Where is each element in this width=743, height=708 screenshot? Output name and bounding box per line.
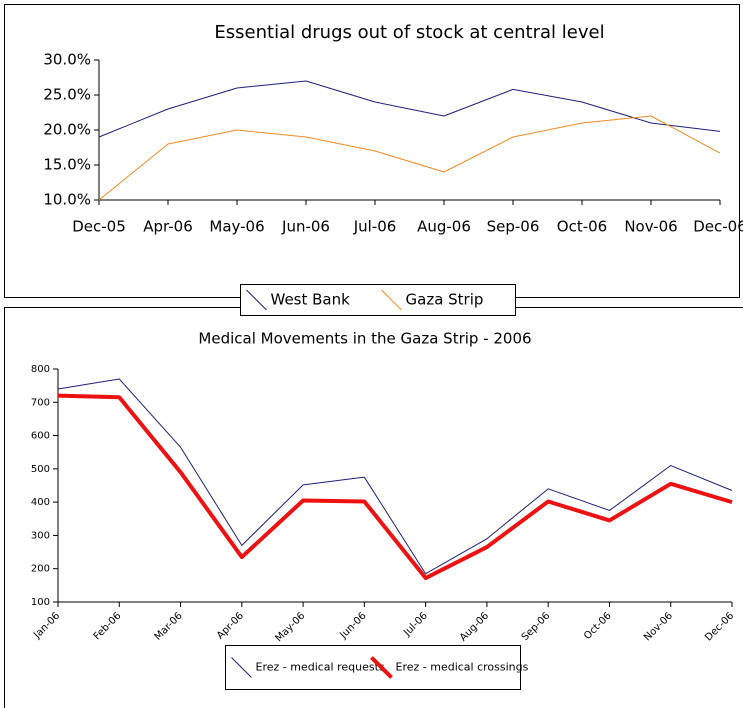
- y-tick-label: 10.0%: [43, 191, 91, 209]
- y-tick-label: 300: [31, 530, 50, 541]
- x-tick-label: Jul-06: [401, 610, 430, 639]
- legend-label: Erez - medical requests: [256, 661, 385, 674]
- x-tick-label: Dec-05: [72, 218, 126, 236]
- legend-label: Erez - medical crossings: [396, 661, 529, 674]
- x-tick-label: Sep-06: [487, 218, 540, 236]
- y-tick-label: 500: [31, 464, 50, 475]
- chart-title: Essential drugs out of stock at central …: [214, 22, 604, 43]
- x-tick-label: Jul-06: [353, 218, 397, 236]
- y-tick-label: 20.0%: [43, 121, 91, 139]
- x-tick-label: Nov-06: [624, 218, 677, 236]
- x-tick-label: Aug-06: [458, 610, 491, 643]
- x-tick-label: Nov-06: [642, 610, 675, 643]
- y-tick-label: 400: [31, 497, 50, 508]
- x-tick-label: Apr-06: [143, 218, 193, 236]
- legend-swatch: [246, 289, 267, 311]
- x-tick-label: Oct-06: [582, 610, 614, 642]
- y-tick-label: 25.0%: [43, 86, 91, 104]
- legend-label: Gaza Strip: [406, 291, 484, 309]
- x-tick-label: Dec-06: [703, 610, 736, 643]
- y-tick-label: 800: [31, 364, 50, 375]
- y-tick-label: 15.0%: [43, 156, 91, 174]
- chart-frame: [4, 4, 740, 298]
- x-tick-label: May-06: [274, 610, 308, 644]
- x-tick-label: Feb-06: [92, 610, 124, 642]
- legend-swatch: [370, 656, 393, 679]
- x-tick-label: Mar-06: [153, 610, 185, 642]
- legend-box: [225, 645, 521, 690]
- x-tick-label: Aug-06: [417, 218, 471, 236]
- y-tick-label: 100: [31, 597, 50, 608]
- series-line: [98, 115, 721, 201]
- y-tick-label: 700: [31, 397, 50, 408]
- series-line: [98, 80, 721, 138]
- x-tick-label: Dec-06: [693, 218, 743, 236]
- x-tick-label: Apr-06: [215, 610, 246, 641]
- x-tick-label: Sep-06: [520, 610, 553, 643]
- legend-label: West Bank: [271, 291, 351, 309]
- chart-title: Medical Movements in the Gaza Strip - 20…: [198, 330, 531, 348]
- x-tick-label: Jun-06: [338, 610, 369, 641]
- x-tick-label: Oct-06: [557, 218, 607, 236]
- legend-swatch: [231, 657, 252, 678]
- legend-swatch: [381, 289, 402, 311]
- series-line: [57, 393, 733, 581]
- x-tick-label: Jan-06: [31, 610, 62, 641]
- series-line: [57, 378, 733, 575]
- legend-box: [240, 284, 516, 316]
- y-tick-label: 600: [31, 431, 50, 442]
- x-tick-label: Jun-06: [281, 218, 330, 236]
- y-tick-label: 30.0%: [43, 51, 91, 69]
- x-tick-label: May-06: [209, 218, 264, 236]
- y-tick-label: 200: [31, 564, 50, 575]
